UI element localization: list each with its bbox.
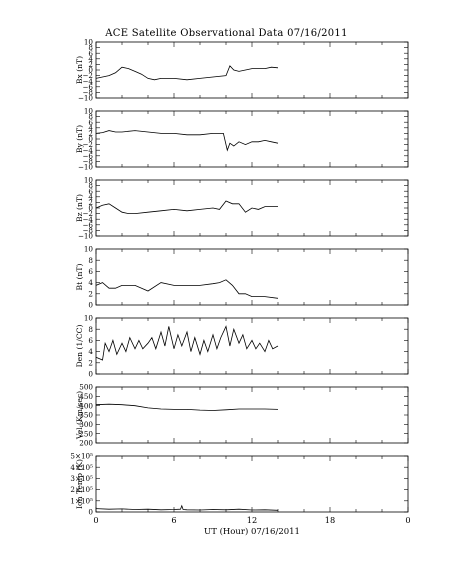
y-tick-label: 0 [88,370,93,379]
y-tick-label: 0 [88,204,93,213]
y-tick-label: −10 [78,232,94,241]
y-tick-label: −4 [82,215,93,224]
data-series-line [95,279,279,299]
y-axis-label: By (nT) [75,125,84,153]
data-series-line [95,130,279,152]
y-tick-label: −4 [82,146,93,155]
y-tick-label: 10 [84,314,94,323]
y-tick-label: 6 [88,118,93,127]
panel-frame [95,110,409,168]
y-tick-label: 8 [88,256,93,265]
y-tick-label: 1×10⁵ [70,496,93,505]
x-tick-label: 6 [171,515,176,525]
y-tick-label: 0 [88,135,93,144]
y-tick-label: 450 [79,392,93,401]
y-tick-label: 0 [88,508,93,517]
y-tick-label: 8 [88,325,93,334]
y-tick-label: 10 [84,245,94,254]
y-tick-label: −10 [78,94,94,103]
y-tick-label: 0 [88,66,93,75]
y-tick-label: 3×10⁵ [70,474,93,483]
y-axis-label: Bz (nT) [75,194,84,222]
y-tick-label: 2 [88,60,93,69]
y-tick-label: 6 [88,336,93,345]
y-tick-label: 2 [88,358,93,367]
y-axis-label: Ion Temp (K) [75,459,84,509]
y-tick-label: −8 [82,88,93,97]
y-tick-label: −2 [82,209,93,218]
y-tick-label: −2 [82,71,93,80]
y-tick-label: −8 [82,157,93,166]
y-tick-label: 2 [88,129,93,138]
x-axis-label: UT (Hour) 07/16/2011 [204,527,300,537]
y-tick-label: 8 [88,181,93,190]
y-tick-label: 300 [79,420,93,429]
data-series-line [95,325,279,361]
y-axis-label: Bt (nT) [75,264,84,291]
y-tick-label: 2×10⁵ [70,485,93,494]
x-tick-label: 12 [247,515,257,525]
data-series-line [95,200,278,215]
panel-frame [95,41,409,99]
y-tick-label: 10 [84,38,94,47]
y-tick-label: 6 [88,49,93,58]
y-tick-label: 0 [88,301,93,310]
y-tick-label: 6 [88,187,93,196]
y-tick-label: 4 [88,123,93,132]
y-tick-label: 5×10⁵ [70,452,93,461]
y-tick-label: 2 [88,289,93,298]
data-series-line [95,65,279,81]
y-tick-label: 500 [79,383,93,392]
y-tick-label: 350 [79,411,93,420]
y-tick-label: 8 [88,112,93,121]
panel-frame [95,455,409,513]
y-tick-label: 4 [88,54,93,63]
y-tick-label: 6 [88,267,93,276]
y-axis-label: Bx (nT) [75,56,84,84]
data-series-line [95,504,279,511]
panel-frame [95,317,409,375]
y-tick-label: 200 [79,439,93,448]
y-tick-label: 400 [79,401,93,410]
y-tick-label: −2 [82,140,93,149]
y-tick-label: 2 [88,198,93,207]
y-tick-label: −8 [82,226,93,235]
y-tick-label: 250 [79,429,93,438]
y-tick-label: −6 [82,82,93,91]
y-tick-label: −6 [82,151,93,160]
y-axis-label: Vel (Km/sec) [75,391,84,440]
y-tick-label: 4 [88,347,93,356]
x-tick-label: 0 [405,515,410,525]
y-tick-label: 10 [84,107,94,116]
y-tick-label: −4 [82,77,93,86]
y-tick-label: 4 [88,192,93,201]
y-tick-label: −6 [82,220,93,229]
y-axis-label: Den (1/CC) [75,325,84,368]
y-tick-label: 4×10⁵ [70,463,93,472]
chart-title: ACE Satellite Observational Data 07/16/2… [105,28,348,39]
data-series-line [95,403,279,411]
x-tick-label: 18 [325,515,335,525]
y-tick-label: −10 [78,163,94,172]
y-tick-label: 8 [88,43,93,52]
panel-frame [95,386,409,444]
x-tick-label: 0 [93,515,98,525]
y-tick-label: 4 [88,278,93,287]
y-tick-label: 10 [84,176,94,185]
